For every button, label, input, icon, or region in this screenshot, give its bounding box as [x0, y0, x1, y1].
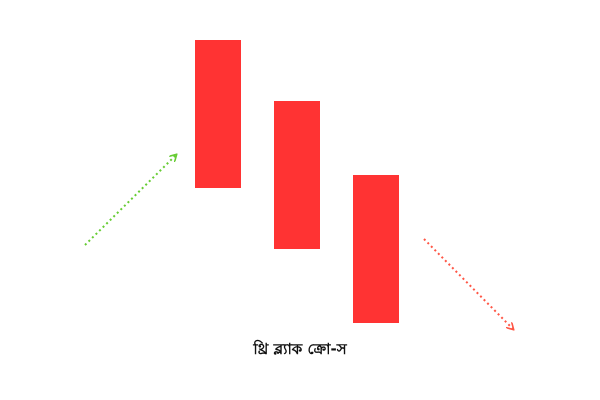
- diagram-caption: থ্রি ব্ল্যাক ক্রো-স: [253, 340, 347, 358]
- downtrend-arrow: [423, 238, 513, 329]
- candle-1: [195, 40, 241, 188]
- candle-2: [274, 101, 320, 249]
- uptrend-arrow: [84, 155, 176, 246]
- candle-3: [353, 175, 399, 323]
